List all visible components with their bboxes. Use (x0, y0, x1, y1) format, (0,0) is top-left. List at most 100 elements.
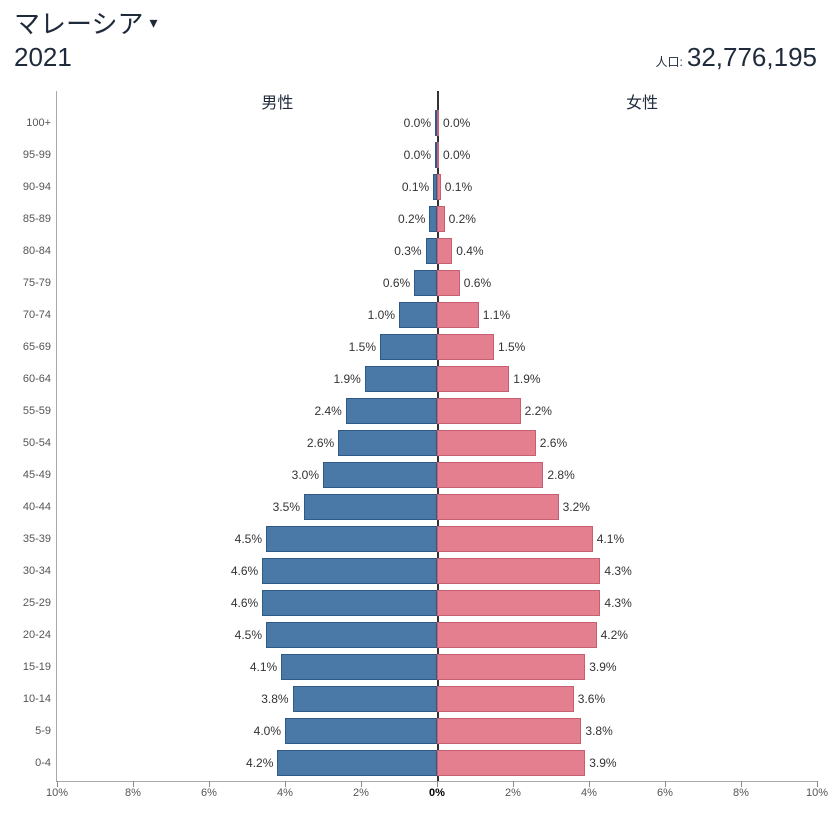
male-value-label: 2.6% (303, 436, 338, 450)
x-tick-label: 6% (201, 787, 217, 799)
male-value-label: 4.5% (231, 532, 266, 546)
female-value-label: 1.5% (494, 340, 529, 354)
male-value-label: 3.0% (288, 468, 323, 482)
pyramid-row: 75-790.6%0.6% (57, 267, 817, 299)
male-value-label: 0.0% (400, 148, 435, 162)
age-label: 60-64 (15, 373, 51, 385)
female-bar (437, 270, 460, 296)
male-value-label: 3.8% (257, 692, 292, 706)
x-tick: 2% (505, 787, 521, 799)
female-bar (437, 590, 600, 616)
male-bar (293, 686, 437, 712)
male-half: 0.6% (379, 270, 437, 296)
male-value-label: 4.5% (231, 628, 266, 642)
male-value-label: 4.6% (227, 596, 262, 610)
x-tick-label: 0% (429, 787, 445, 799)
age-label: 35-39 (15, 533, 51, 545)
pyramid-row: 45-493.0%2.8% (57, 459, 817, 491)
female-bar (437, 430, 536, 456)
population-pyramid-chart: 男性女性100+0.0%0.0%95-990.0%0.0%90-940.1%0.… (56, 91, 817, 782)
x-tick-label: 10% (46, 787, 68, 799)
pyramid-row: 70-741.0%1.1% (57, 299, 817, 331)
male-bar (262, 590, 437, 616)
male-bar (365, 366, 437, 392)
female-half: 3.8% (437, 718, 617, 744)
population-readout: 人口: 32,776,195 (656, 42, 817, 73)
male-half: 3.8% (257, 686, 437, 712)
pyramid-row: 40-443.5%3.2% (57, 491, 817, 523)
female-bar (437, 462, 543, 488)
x-tick: 6% (657, 787, 673, 799)
pyramid-row: 15-194.1%3.9% (57, 651, 817, 683)
female-value-label: 3.6% (574, 692, 609, 706)
pyramid-row: 0-44.2%3.9% (57, 747, 817, 779)
age-label: 65-69 (15, 341, 51, 353)
female-value-label: 4.3% (600, 564, 635, 578)
female-value-label: 2.6% (536, 436, 571, 450)
male-value-label: 0.3% (390, 244, 425, 258)
female-half: 3.9% (437, 654, 621, 680)
x-tick: 2% (353, 787, 369, 799)
pyramid-row: 60-641.9%1.9% (57, 363, 817, 395)
male-bar (429, 206, 437, 232)
female-value-label: 4.2% (597, 628, 632, 642)
male-value-label: 2.4% (310, 404, 345, 418)
pyramid-row: 100+0.0%0.0% (57, 107, 817, 139)
female-half: 0.6% (437, 270, 495, 296)
male-half: 1.0% (364, 302, 437, 328)
male-bar (399, 302, 437, 328)
pyramid-row: 20-244.5%4.2% (57, 619, 817, 651)
female-bar (437, 526, 593, 552)
header: マレーシア ▾ 2021 人口: 32,776,195 (14, 8, 817, 73)
male-bar (281, 654, 437, 680)
male-half: 1.9% (329, 366, 437, 392)
male-value-label: 4.1% (246, 660, 281, 674)
male-value-label: 1.0% (364, 308, 399, 322)
male-bar (414, 270, 437, 296)
pyramid-row: 50-542.6%2.6% (57, 427, 817, 459)
title-block: マレーシア ▾ 2021 (14, 8, 158, 73)
female-value-label: 4.3% (600, 596, 635, 610)
male-half: 0.0% (400, 110, 437, 136)
female-half: 1.9% (437, 366, 545, 392)
female-bar (437, 622, 597, 648)
female-half: 1.1% (437, 302, 514, 328)
pyramid-row: 35-394.5%4.1% (57, 523, 817, 555)
x-tick-label: 8% (733, 787, 749, 799)
male-half: 4.6% (227, 558, 437, 584)
male-value-label: 1.9% (329, 372, 364, 386)
female-half: 0.4% (437, 238, 488, 264)
country-selector[interactable]: マレーシア ▾ (14, 8, 158, 41)
male-half: 4.0% (250, 718, 437, 744)
x-tick-label: 4% (581, 787, 597, 799)
x-tick: 4% (277, 787, 293, 799)
pyramid-row: 30-344.6%4.3% (57, 555, 817, 587)
female-value-label: 3.8% (581, 724, 616, 738)
age-label: 0-4 (15, 757, 51, 769)
age-label: 40-44 (15, 501, 51, 513)
age-label: 70-74 (15, 309, 51, 321)
x-tick: 10% (46, 787, 68, 799)
male-half: 4.6% (227, 590, 437, 616)
pyramid-row: 5-94.0%3.8% (57, 715, 817, 747)
female-value-label: 0.4% (452, 244, 487, 258)
female-bar (437, 750, 585, 776)
country-name: マレーシア (14, 8, 143, 41)
male-half: 0.2% (394, 206, 437, 232)
female-value-label: 2.2% (521, 404, 556, 418)
male-value-label: 4.6% (227, 564, 262, 578)
age-label: 90-94 (15, 181, 51, 193)
population-label: 人口: (656, 53, 683, 70)
male-bar (277, 750, 437, 776)
page: マレーシア ▾ 2021 人口: 32,776,195 男性女性100+0.0%… (0, 0, 831, 792)
female-value-label: 4.1% (593, 532, 628, 546)
female-half: 0.0% (437, 142, 474, 168)
pyramid-row: 25-294.6%4.3% (57, 587, 817, 619)
female-half: 1.5% (437, 334, 529, 360)
age-label: 30-34 (15, 565, 51, 577)
female-value-label: 3.9% (585, 660, 620, 674)
age-label: 15-19 (15, 661, 51, 673)
pyramid-row: 10-143.8%3.6% (57, 683, 817, 715)
x-tick-label: 10% (806, 787, 828, 799)
female-half: 4.3% (437, 590, 636, 616)
